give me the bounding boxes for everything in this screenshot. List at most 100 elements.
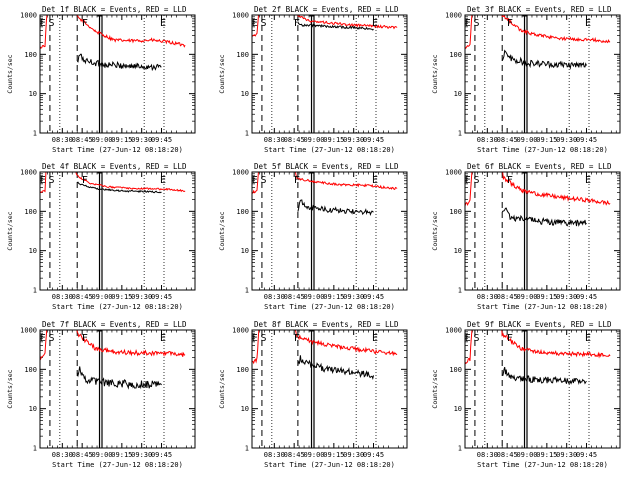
events-series-line (76, 53, 162, 72)
y-tick-label: 100 (449, 208, 462, 216)
x-tick-label: 09:00 (303, 293, 324, 301)
event-label: E (372, 18, 378, 29)
event-label: F (507, 333, 513, 344)
lld-series-line (40, 172, 186, 194)
panel-title: Det 8f BLACK = Events, RED = LLD (254, 320, 399, 329)
y-axis-label: Counts/sec (218, 54, 226, 93)
x-tick-label: 09:15 (111, 293, 132, 301)
event-label: F (294, 175, 300, 186)
event-label: E (252, 333, 258, 344)
event-label: S (473, 175, 479, 186)
x-tick-label: 09:15 (536, 451, 557, 459)
event-label: E (40, 333, 46, 344)
event-label: E (465, 18, 471, 29)
x-tick-label: 09:45 (363, 136, 384, 144)
y-tick-label: 1 (33, 445, 37, 453)
y-tick-label: 10 (241, 405, 249, 413)
x-tick-label: 09:00 (303, 451, 324, 459)
y-tick-label: 1 (458, 130, 462, 138)
y-tick-label: 100 (236, 208, 249, 216)
x-tick-label: 08:30 (477, 451, 498, 459)
x-tick-label: 09:45 (151, 136, 172, 144)
x-axis-label: Start Time (27-Jun-12 08:18:20) (264, 461, 395, 469)
lld-series-line (252, 330, 398, 365)
detector-panel: Det 4f BLACK = Events, RED = LLD Start Ti… (6, 162, 196, 311)
x-tick-label: 08:45 (284, 293, 305, 301)
event-label: E (372, 333, 378, 344)
lld-series-line (465, 330, 611, 365)
y-tick-label: 100 (449, 366, 462, 374)
plot-frame (251, 329, 408, 449)
plot-frame (251, 14, 408, 134)
y-tick-label: 10 (29, 405, 37, 413)
x-tick-label: 09:30 (343, 136, 364, 144)
panel-title: Det 1f BLACK = Events, RED = LLD (42, 5, 187, 14)
x-tick-label: 09:45 (576, 451, 597, 459)
plot-frame (464, 14, 621, 134)
x-tick-label: 09:45 (576, 136, 597, 144)
x-tick-label: 08:45 (497, 451, 518, 459)
x-tick-label: 09:30 (556, 293, 577, 301)
x-tick-label: 08:45 (72, 451, 93, 459)
y-tick-label: 100 (449, 51, 462, 59)
plot-frame (251, 171, 408, 291)
lld-series-line (40, 15, 186, 49)
x-tick-label: 09:15 (111, 451, 132, 459)
y-tick-label: 1000 (232, 169, 249, 177)
panel-title: Det 9f BLACK = Events, RED = LLD (467, 320, 612, 329)
panel-title: Det 3f BLACK = Events, RED = LLD (467, 5, 612, 14)
y-axis-label: Counts/sec (6, 54, 14, 93)
y-axis-label: Counts/sec (6, 211, 14, 250)
x-axis-label: Start Time (27-Jun-12 08:18:20) (264, 303, 395, 311)
x-tick-label: 09:30 (556, 136, 577, 144)
x-tick-label: 09:00 (91, 136, 112, 144)
x-tick-label: 09:30 (131, 451, 152, 459)
x-tick-label: 09:15 (323, 136, 344, 144)
y-tick-label: 10 (454, 247, 462, 255)
y-tick-label: 1 (458, 445, 462, 453)
events-series-line (297, 355, 374, 381)
plot-frame (464, 329, 621, 449)
x-tick-label: 08:30 (264, 451, 285, 459)
event-label: E (252, 18, 258, 29)
y-tick-label: 10 (241, 247, 249, 255)
y-tick-label: 1000 (20, 169, 37, 177)
panel-title: Det 5f BLACK = Events, RED = LLD (254, 162, 399, 171)
panel-title: Det 7f BLACK = Events, RED = LLD (42, 320, 187, 329)
event-label: E (40, 175, 46, 186)
panel-title: Det 2f BLACK = Events, RED = LLD (254, 5, 399, 14)
detector-panel: Det 1f BLACK = Events, RED = LLD Start Ti… (6, 5, 196, 154)
x-axis-label: Start Time (27-Jun-12 08:18:20) (477, 303, 608, 311)
y-tick-label: 1 (245, 445, 249, 453)
y-tick-label: 1 (33, 130, 37, 138)
events-series-line (297, 22, 374, 31)
event-label: F (294, 18, 300, 29)
x-tick-label: 08:30 (52, 451, 73, 459)
x-tick-label: 08:30 (52, 293, 73, 301)
y-tick-label: 1000 (232, 12, 249, 20)
y-tick-label: 10 (29, 90, 37, 98)
detector-panel: Det 8f BLACK = Events, RED = LLD Start Ti… (218, 320, 408, 469)
y-axis-label: Counts/sec (218, 369, 226, 408)
x-tick-label: 09:15 (323, 451, 344, 459)
event-label: E (465, 175, 471, 186)
y-tick-label: 1 (458, 287, 462, 295)
y-axis-label: Counts/sec (431, 211, 439, 250)
event-label: E (372, 175, 378, 186)
event-label: F (82, 333, 88, 344)
event-label: S (48, 333, 54, 344)
detector-panel: Det 3f BLACK = Events, RED = LLD Start Ti… (431, 5, 621, 154)
detector-panel: Det 5f BLACK = Events, RED = LLD Start Ti… (218, 162, 408, 311)
x-tick-label: 09:00 (516, 451, 537, 459)
events-series-line (297, 199, 374, 217)
x-tick-label: 09:00 (516, 136, 537, 144)
events-series-line (501, 207, 587, 227)
panel-title: Det 4f BLACK = Events, RED = LLD (42, 162, 187, 171)
event-label: E (585, 18, 591, 29)
y-tick-label: 1000 (445, 12, 462, 20)
y-axis-label: Counts/sec (218, 211, 226, 250)
event-label: E (585, 333, 591, 344)
y-tick-label: 10 (454, 90, 462, 98)
x-tick-label: 09:15 (323, 293, 344, 301)
